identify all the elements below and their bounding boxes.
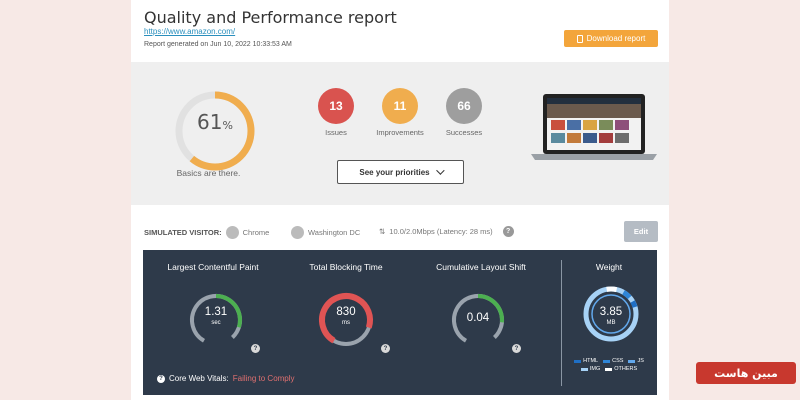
edit-visitor-button[interactable]: Edit	[624, 221, 658, 242]
watermark-text: مبین هاست	[714, 366, 778, 380]
cwv-label: Core Web Vitals:	[169, 374, 229, 383]
help-icon[interactable]: ?	[502, 226, 514, 237]
lcp-unit: sec	[211, 320, 221, 326]
document-icon	[576, 34, 583, 43]
score-gauge	[175, 91, 255, 171]
legend-others: OTHERS	[605, 366, 637, 372]
up-down-arrows-icon: ⇅	[379, 227, 386, 236]
issues-count-badge[interactable]: 13	[318, 88, 354, 124]
connection-group: ⇅ 10.0/2.0Mbps (Latency: 28 ms) ?	[379, 226, 514, 237]
simulated-visitor-bar: SIMULATED VISITOR: Chrome Washington DC …	[131, 205, 669, 250]
page-title: Quality and Performance report	[144, 8, 397, 27]
chrome-icon	[225, 226, 239, 239]
watermark-logo: مبین هاست	[696, 362, 796, 384]
score-value: 61%	[197, 110, 233, 134]
lcp-title: Largest Contentful Paint	[167, 262, 259, 272]
legend-css: CSS	[603, 358, 623, 364]
lcp-gauge	[190, 294, 243, 346]
browser-value: Chrome	[242, 228, 270, 237]
download-report-button[interactable]: Download report	[564, 30, 658, 47]
cwv-status-value: Failing to Comply	[232, 374, 295, 383]
cls-help-icon[interactable]: ?	[512, 344, 521, 353]
weight-unit: MB	[606, 320, 616, 326]
successes-label: Successes	[445, 128, 483, 137]
summary-section: 61% Basics are there. 13 Issues 11 Impro…	[131, 62, 669, 205]
see-priorities-button[interactable]: See your priorities	[337, 160, 464, 184]
score-caption: Basics are there.	[176, 168, 241, 178]
globe-icon	[291, 226, 304, 239]
generated-timestamp: Report generated on Jun 10, 2022 10:33:5…	[144, 41, 292, 48]
site-url-link[interactable]: https://www.amazon.com/	[144, 27, 236, 36]
tbt-gauge	[319, 293, 374, 347]
weight-value: 3.85	[599, 306, 623, 318]
weight-donut	[583, 286, 639, 342]
issues-label: Issues	[325, 128, 347, 137]
cls-gauge	[452, 294, 505, 346]
chevron-down-icon	[435, 166, 445, 175]
report-panel: Quality and Performance report https://w…	[131, 0, 669, 400]
cls-value: 0.04	[466, 312, 490, 324]
cls-title: Cumulative Layout Shift	[436, 262, 526, 272]
successes-count-badge[interactable]: 66	[446, 88, 482, 124]
metrics-panel: Largest Contentful Paint 1.31 sec ? Tota…	[143, 250, 657, 395]
lcp-help-icon[interactable]: ?	[381, 344, 390, 353]
tbt-value: 830	[336, 306, 356, 318]
lcp-value: 1.31	[204, 306, 228, 318]
laptop-preview-image	[531, 94, 657, 160]
weight-legend: HTML CSS JS IMG OTHERS	[567, 358, 651, 374]
connection-value: 10.0/2.0Mbps (Latency: 28 ms)	[389, 227, 493, 236]
legend-img: IMG	[580, 366, 600, 372]
cwv-help-icon[interactable]: ?	[157, 374, 165, 383]
weight-title: Weight	[595, 262, 623, 272]
legend-js: JS	[628, 358, 644, 364]
report-header: Quality and Performance report https://w…	[131, 0, 669, 62]
location-group: Washington DC	[291, 226, 360, 239]
tbt-title: Total Blocking Time	[309, 262, 383, 272]
legend-html: HTML	[574, 358, 598, 364]
core-web-vitals-status: ? Core Web Vitals: Failing to Comply	[157, 374, 295, 383]
metrics-divider	[561, 260, 562, 386]
tbt-unit: ms	[342, 320, 350, 326]
improvements-count-badge[interactable]: 11	[382, 88, 418, 124]
score-unit: %	[222, 119, 233, 132]
simulated-visitor-group: SIMULATED VISITOR: Chrome	[144, 226, 269, 239]
download-report-label: Download report	[586, 34, 646, 43]
improvements-label: Improvements	[376, 128, 424, 137]
see-priorities-label: See your priorities	[359, 167, 430, 177]
location-value: Washington DC	[308, 228, 361, 237]
simulated-visitor-label: SIMULATED VISITOR:	[144, 228, 222, 237]
lcp-help-icon-2[interactable]: ?	[251, 344, 260, 353]
